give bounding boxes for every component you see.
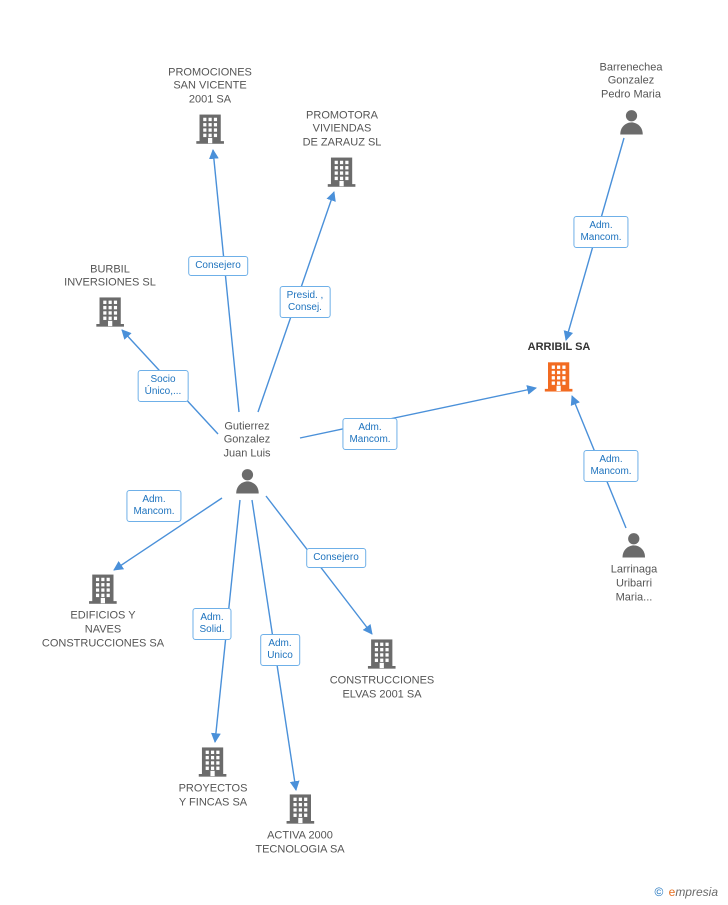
node-barrenechea: Barrenechea Gonzalez Pedro Maria [600, 61, 663, 136]
building-icon [193, 111, 227, 145]
building-icon [196, 745, 230, 779]
building-icon [325, 154, 359, 188]
node-label: EDIFICIOS Y NAVES CONSTRUCCIONES SA [42, 610, 164, 651]
node-promociones_sv: PROMOCIONES SAN VICENTE 2001 SA [168, 66, 252, 145]
building-icon [86, 572, 120, 606]
node-proyectos: PROYECTOS Y FINCAS SA [179, 745, 248, 811]
edge-label: Adm. Mancom. [583, 450, 638, 482]
node-label: PROYECTOS Y FINCAS SA [179, 783, 248, 811]
node-larrinaga: Larrinaga Uribarri Maria... [611, 530, 657, 605]
building-icon [283, 792, 317, 826]
node-label: ARRIBIL SA [528, 341, 591, 355]
node-arribil: ARRIBIL SA [528, 341, 591, 393]
node-label: PROMOCIONES SAN VICENTE 2001 SA [168, 66, 252, 107]
edge-label: Adm. Solid. [192, 608, 231, 640]
edge-line [258, 192, 334, 412]
person-icon [619, 530, 649, 560]
edge-line [266, 496, 372, 634]
brand-rest: mpresia [675, 885, 718, 899]
edge-label: Presid. , Consej. [280, 286, 331, 318]
person-icon [616, 106, 646, 136]
edge-line [122, 330, 218, 434]
node-label: BURBIL INVERSIONES SL [64, 263, 156, 291]
footer-credit: © empresia [654, 885, 718, 899]
node-label: CONSTRUCCIONES ELVAS 2001 SA [330, 675, 435, 703]
person-icon [232, 465, 262, 495]
node-constr_elvas: CONSTRUCCIONES ELVAS 2001 SA [330, 637, 435, 703]
node-promotora_viv: PROMOTORA VIVIENDAS DE ZARAUZ SL [303, 109, 382, 188]
node-label: Barrenechea Gonzalez Pedro Maria [600, 61, 663, 102]
edge-line [300, 388, 536, 438]
edge-line [572, 396, 626, 528]
building-icon [365, 637, 399, 671]
edge-label: Consejero [188, 256, 248, 276]
edge-line [252, 500, 296, 790]
node-label: Gutierrez Gonzalez Juan Luis [223, 420, 270, 461]
node-edificios: EDIFICIOS Y NAVES CONSTRUCCIONES SA [42, 572, 164, 651]
node-activa2000: ACTIVA 2000 TECNOLOGIA SA [255, 792, 344, 858]
building-icon [93, 294, 127, 328]
node-label: PROMOTORA VIVIENDAS DE ZARAUZ SL [303, 109, 382, 150]
edge-label: Adm. Mancom. [126, 490, 181, 522]
edge-label: Consejero [306, 548, 366, 568]
node-label: ACTIVA 2000 TECNOLOGIA SA [255, 830, 344, 858]
edge-line [566, 138, 624, 340]
node-burbil: BURBIL INVERSIONES SL [64, 263, 156, 329]
edge-label: Socio Único,... [138, 370, 189, 402]
edge-line [215, 500, 240, 742]
edges-layer [0, 0, 728, 905]
node-gutierrez: Gutierrez Gonzalez Juan Luis [223, 420, 270, 495]
node-label: Larrinaga Uribarri Maria... [611, 564, 657, 605]
edge-label: Adm. Mancom. [342, 418, 397, 450]
edge-label: Adm. Unico [260, 634, 300, 666]
edge-label: Adm. Mancom. [573, 216, 628, 248]
edge-line [114, 498, 222, 570]
building-icon [542, 359, 576, 393]
edge-line [213, 150, 239, 412]
copyright-symbol: © [654, 885, 663, 899]
diagram-stage: © empresia Consejero Presid. , Consej. Soc… [0, 0, 728, 905]
